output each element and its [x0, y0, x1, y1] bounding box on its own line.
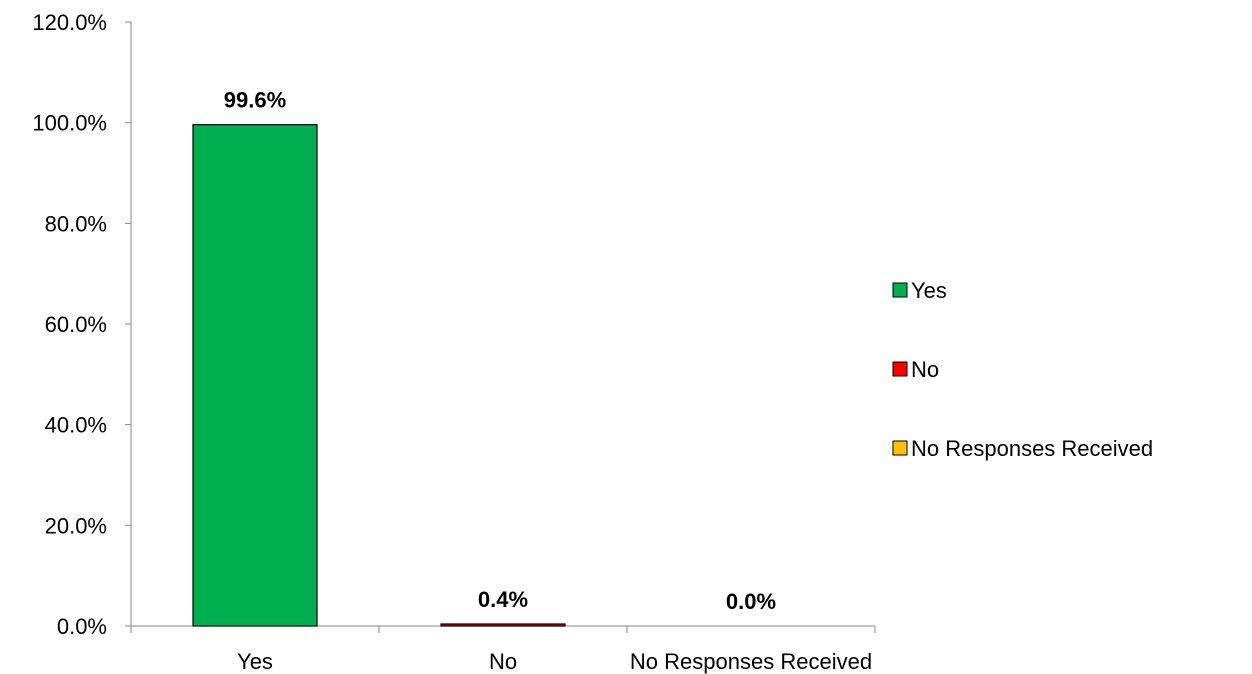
- legend-swatch: [892, 361, 908, 377]
- data-label: 99.6%: [224, 88, 286, 113]
- y-tick-label: 100.0%: [32, 111, 107, 136]
- data-labels: 99.6% 0.4% 0.0%: [224, 88, 776, 614]
- legend-label: No: [911, 357, 939, 382]
- bar-no: [440, 623, 566, 627]
- x-axis: Yes No No Responses Received: [130, 625, 876, 674]
- data-label: 0.0%: [726, 589, 776, 614]
- legend-swatch: [892, 440, 908, 456]
- bars: [192, 124, 566, 627]
- y-tick-label: 0.0%: [57, 614, 107, 639]
- x-tick-label: No: [489, 649, 517, 674]
- legend-label: Yes: [911, 278, 947, 303]
- legend: Yes No No Responses Received: [892, 278, 1153, 461]
- x-tick-label: Yes: [237, 649, 273, 674]
- y-tick-label: 80.0%: [45, 211, 107, 236]
- data-label: 0.4%: [478, 587, 528, 612]
- y-axis: 0.0% 20.0% 40.0% 60.0% 80.0% 100.0% 120.0%: [32, 10, 132, 639]
- y-tick-label: 120.0%: [32, 10, 107, 35]
- y-tick-label: 60.0%: [45, 312, 107, 337]
- y-tick-label: 40.0%: [45, 413, 107, 438]
- legend-swatch: [892, 282, 908, 298]
- bar-yes: [192, 124, 318, 627]
- y-tick-label: 20.0%: [45, 513, 107, 538]
- x-tick-label: No Responses Received: [630, 649, 872, 674]
- legend-label: No Responses Received: [911, 436, 1153, 461]
